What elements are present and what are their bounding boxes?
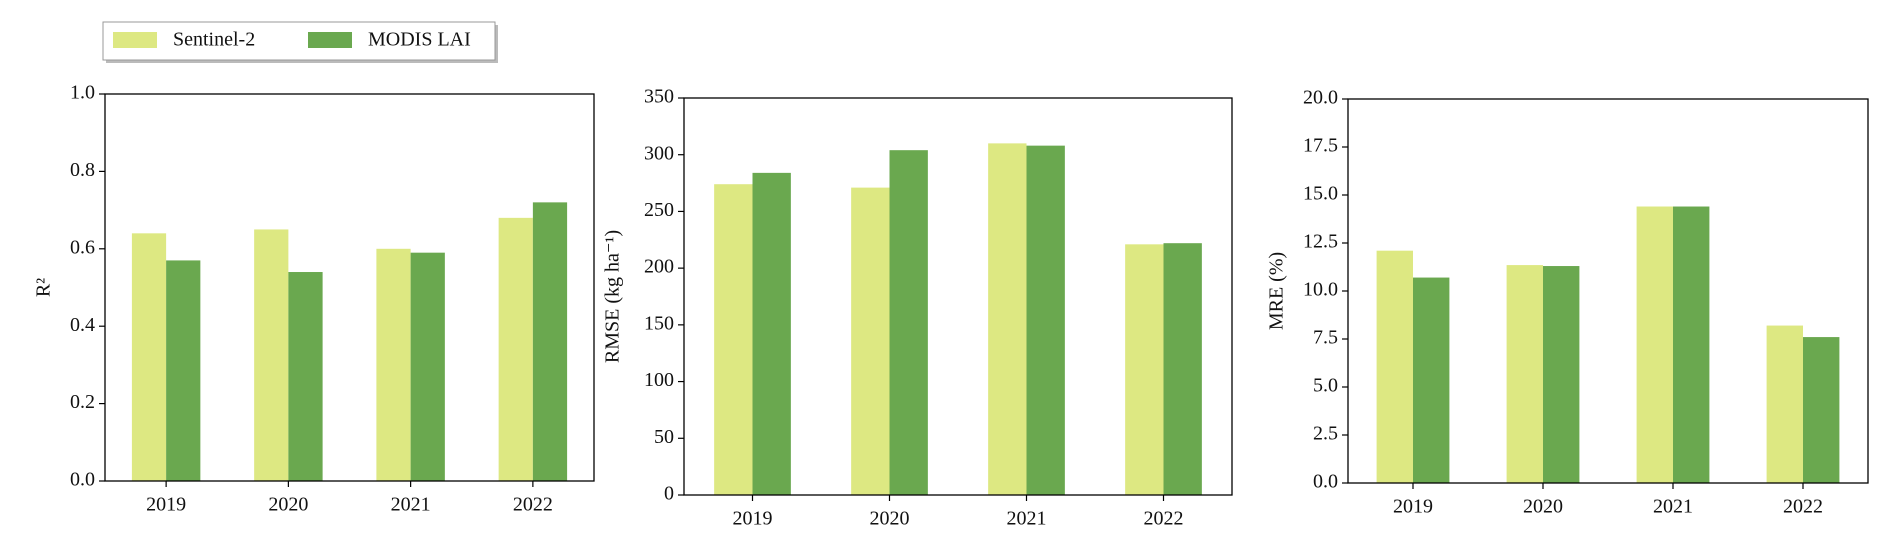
bar [288,272,323,481]
y-tick-label: 17.5 [1303,135,1338,157]
bar [1766,325,1803,483]
y-tick-label: 7.5 [1313,327,1338,349]
legend-swatch [308,32,352,48]
bar [851,187,890,495]
legend-box [102,21,496,61]
legend-swatch [113,32,157,48]
y-tick-label: 50 [654,426,674,448]
y-tick-label: 350 [644,86,674,108]
y-tick-label: 0.8 [70,159,95,181]
y-tick-label: 5.0 [1313,375,1338,397]
y-tick-label: 300 [644,142,674,164]
bar [498,217,533,481]
x-tick-label: 2022 [1783,496,1823,518]
bar [532,202,568,482]
y-tick-label: 1.0 [70,82,95,104]
x-tick-label: 2022 [1144,508,1184,530]
x-tick-label: 2021 [1007,508,1047,530]
bar [1543,266,1580,483]
bar [254,229,289,481]
bar [1413,277,1450,483]
legend-label: MODIS LAI [368,29,471,51]
y-tick-label: 12.5 [1303,231,1338,253]
bar [889,150,928,496]
x-tick-label: 2019 [1393,496,1433,518]
y-tick-label: 0.4 [70,314,95,336]
y-tick-label: 2.5 [1313,423,1338,445]
x-tick-label: 2020 [1523,496,1563,518]
bar [376,248,411,481]
y-tick-label: 10.0 [1303,279,1338,301]
y-tick-label: 0.0 [1313,471,1338,493]
axes-frame [104,93,595,482]
axes-frame [1347,98,1869,484]
y-axis-label: MRE (%) [1266,252,1288,330]
y-tick-label: 200 [644,256,674,278]
y-tick-label: 20.0 [1303,87,1338,109]
x-tick-label: 2021 [391,494,431,516]
x-tick-label: 2020 [268,494,308,516]
y-tick-label: 100 [644,369,674,391]
x-tick-label: 2019 [733,508,773,530]
bar [1803,337,1840,483]
y-tick-label: 150 [644,312,674,334]
x-tick-label: 2022 [513,494,553,516]
bar [166,260,201,481]
bar [988,143,1027,495]
bar [1125,244,1164,495]
bar [1376,250,1413,483]
y-tick-label: 250 [644,199,674,221]
axes-frame [683,97,1233,496]
y-tick-label: 0.0 [70,469,95,491]
x-tick-label: 2019 [146,494,186,516]
y-axis-label: RMSE (kg ha⁻¹) [602,230,624,363]
bar [1636,206,1673,483]
bar [714,184,753,495]
bar [131,233,167,481]
bar [752,172,791,495]
y-axis-label: R² [33,278,55,297]
bar [1506,265,1543,483]
bar [1026,145,1065,495]
bar [1673,206,1710,483]
y-tick-label: 0.2 [70,391,95,413]
x-tick-label: 2020 [870,508,910,530]
x-tick-label: 2021 [1653,496,1693,518]
y-tick-label: 15.0 [1303,183,1338,205]
legend-label: Sentinel-2 [173,29,255,51]
y-tick-label: 0 [664,483,674,505]
bar [1163,243,1202,495]
y-tick-label: 0.6 [70,236,95,258]
bar [410,252,445,481]
